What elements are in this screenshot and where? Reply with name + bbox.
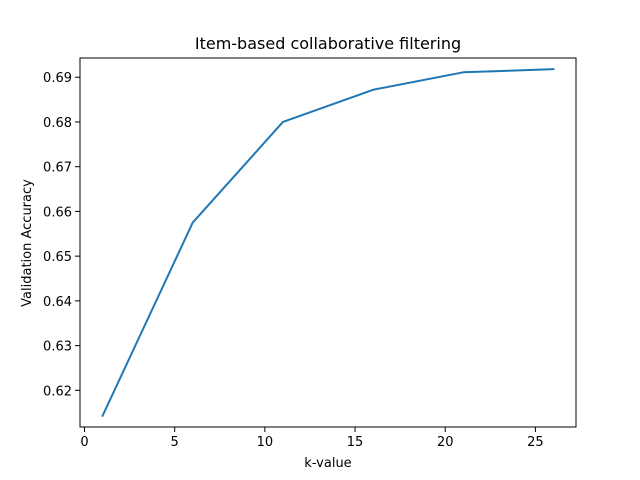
x-tick-label: 25 [527,435,544,450]
y-tick-label: 0.62 [43,384,72,399]
x-tick-label: 15 [347,435,364,450]
y-axis-label: Validation Accuracy [20,179,35,307]
y-tick-label: 0.63 [43,340,72,355]
x-tick-label: 20 [437,435,454,450]
x-tick-label: 10 [257,435,274,450]
y-tick-label: 0.65 [43,250,72,265]
axes-frame [79,57,577,428]
chart-title: Item-based collaborative filtering [195,34,461,53]
y-tick-label: 0.67 [43,161,72,176]
y-tick-label: 0.64 [43,295,72,310]
series-line-0 [101,68,555,418]
y-tick-label: 0.68 [43,116,72,131]
x-tick-label: 0 [80,435,88,450]
x-tick-label: 5 [171,435,179,450]
plot-area: 0 5 10 15 20 25 0.62 0.63 0.64 0.65 0.66 0.67 0.68 0.… [43,57,577,450]
y-tick-label: 0.69 [43,71,72,86]
y-tick-label: 0.66 [43,205,72,220]
x-axis-label: k-value [304,456,351,471]
